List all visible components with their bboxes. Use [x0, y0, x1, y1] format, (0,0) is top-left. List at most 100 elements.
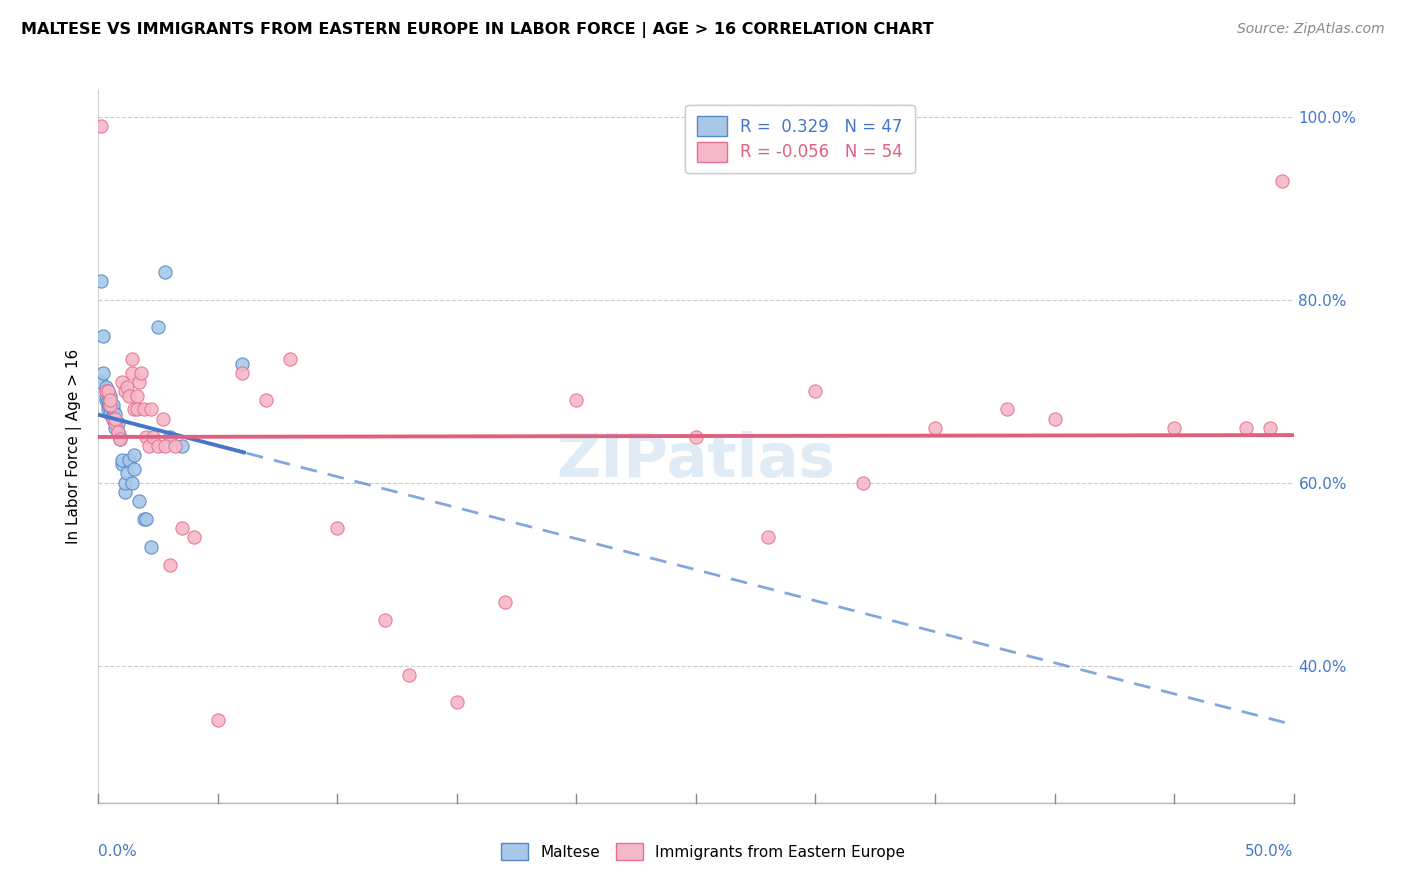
Point [125, 402, 148, 417]
Point [111, 458, 134, 472]
Point [97, 398, 120, 412]
Point [90, 119, 112, 133]
Point [121, 475, 143, 490]
Point [135, 512, 157, 526]
Point [107, 425, 129, 440]
Point [142, 430, 165, 444]
Text: 50.0%: 50.0% [1246, 844, 1294, 859]
Point [121, 366, 143, 380]
Point [278, 352, 301, 367]
Point [159, 430, 181, 444]
Legend: R =  0.329   N = 47, R = -0.056   N = 54: R = 0.329 N = 47, R = -0.056 N = 54 [685, 104, 915, 173]
Point [132, 402, 155, 417]
Point [148, 320, 170, 334]
Point [97, 402, 120, 417]
Point [108, 430, 131, 444]
Point [1234, 420, 1257, 434]
Point [101, 411, 124, 425]
Point [104, 411, 127, 425]
Point [94, 389, 117, 403]
Point [94, 393, 117, 408]
Point [98, 407, 122, 421]
Point [163, 439, 186, 453]
Point [104, 407, 127, 421]
Point [118, 452, 141, 467]
Point [97, 384, 120, 398]
Text: Source: ZipAtlas.com: Source: ZipAtlas.com [1237, 22, 1385, 37]
Point [565, 393, 588, 408]
Point [94, 379, 117, 393]
Point [756, 531, 779, 545]
Point [152, 411, 174, 425]
Point [118, 389, 141, 403]
Point [98, 398, 122, 412]
Point [91, 329, 114, 343]
Point [104, 416, 127, 430]
Point [90, 274, 112, 288]
Point [374, 613, 396, 627]
Text: 0.0%: 0.0% [98, 844, 138, 859]
Point [685, 430, 707, 444]
Text: MALTESE VS IMMIGRANTS FROM EASTERN EUROPE IN LABOR FORCE | AGE > 16 CORRELATION : MALTESE VS IMMIGRANTS FROM EASTERN EUROP… [21, 22, 934, 38]
Point [398, 667, 420, 681]
Text: ZIPatlas: ZIPatlas [557, 431, 835, 490]
Point [155, 265, 177, 279]
Point [135, 430, 157, 444]
Point [108, 432, 131, 446]
Point [90, 375, 112, 389]
Y-axis label: In Labor Force | Age > 16: In Labor Force | Age > 16 [66, 349, 83, 543]
Point [128, 375, 150, 389]
Point [98, 393, 122, 408]
Point [111, 452, 134, 467]
Point [124, 448, 146, 462]
Point [1271, 174, 1294, 188]
Point [104, 420, 127, 434]
Point [101, 411, 124, 425]
Point [139, 540, 162, 554]
Point [326, 521, 349, 535]
Point [101, 407, 124, 421]
Point [124, 462, 146, 476]
Point [446, 695, 468, 709]
Point [852, 475, 875, 490]
Point [104, 411, 127, 425]
Point [104, 416, 127, 430]
Point [94, 384, 117, 398]
Point [494, 594, 516, 608]
Point [924, 420, 946, 434]
Point [101, 398, 124, 412]
Point [172, 439, 194, 453]
Point [107, 416, 129, 430]
Point [97, 384, 120, 398]
Legend: Maltese, Immigrants from Eastern Europe: Maltese, Immigrants from Eastern Europe [495, 837, 911, 866]
Point [108, 432, 131, 446]
Point [1258, 420, 1281, 434]
Point [94, 384, 117, 398]
Point [995, 402, 1018, 417]
Point [121, 352, 143, 367]
Point [128, 494, 150, 508]
Point [207, 714, 229, 728]
Point [148, 439, 170, 453]
Point [114, 475, 136, 490]
Point [91, 366, 114, 380]
Point [1043, 411, 1066, 425]
Point [231, 366, 253, 380]
Point [115, 467, 138, 481]
Point [98, 389, 122, 403]
Point [98, 402, 122, 417]
Point [172, 521, 194, 535]
Point [132, 512, 155, 526]
Point [101, 402, 124, 417]
Point [114, 384, 136, 398]
Point [111, 375, 134, 389]
Point [139, 402, 162, 417]
Point [138, 439, 160, 453]
Point [183, 531, 205, 545]
Point [804, 384, 827, 398]
Point [155, 439, 177, 453]
Point [131, 366, 153, 380]
Point [98, 393, 122, 408]
Point [98, 398, 122, 412]
Point [97, 393, 120, 408]
